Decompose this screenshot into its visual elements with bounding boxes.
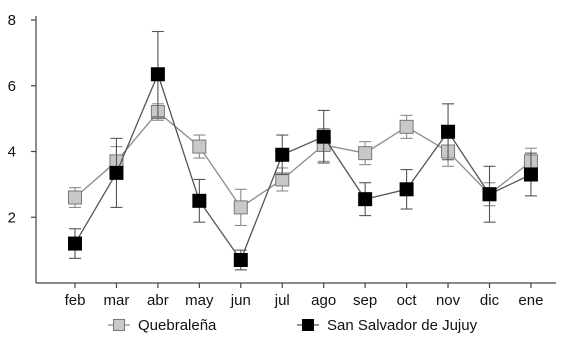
data-point [359,193,372,206]
series-1 [69,104,538,226]
x-tick-label: dic [480,292,500,309]
data-point [276,148,289,161]
series-line [75,112,531,207]
y-tick-label: 8 [8,12,16,29]
data-point [193,194,206,207]
data-point [69,191,82,204]
legend-item-1: Quebraleña [108,317,217,334]
data-point [151,68,164,81]
x-tick-label: ene [518,292,543,309]
x-tick-label: feb [65,292,86,309]
data-point [524,168,537,181]
data-point [400,120,413,133]
x-tick-label: ago [311,292,336,309]
data-point [110,166,123,179]
data-point [442,125,455,138]
data-point [193,140,206,153]
data-point [400,183,413,196]
legend-item-2: San Salvador de Jujuy [297,317,478,334]
x-tick-label: jul [274,292,290,309]
y-tick-label: 6 [8,78,16,95]
x-tick-label: sep [353,292,377,309]
data-point [234,253,247,266]
x-tick-label: abr [147,292,169,309]
y-tick-label: 2 [8,209,16,226]
series-2 [69,32,538,270]
data-point [69,237,82,250]
x-tick-label: jun [230,292,251,309]
data-point [234,201,247,214]
x-tick-label: mar [104,292,130,309]
y-tick-label: 4 [8,144,16,161]
legend-marker [303,320,314,331]
x-tick-label: may [185,292,214,309]
data-point [483,188,496,201]
data-point [317,130,330,143]
legend-label: Quebraleña [138,317,217,334]
legend-marker [114,320,125,331]
x-tick-label: oct [397,292,418,309]
data-point [359,147,372,160]
x-tick-label: nov [436,292,461,309]
legend-label: San Salvador de Jujuy [327,317,478,334]
